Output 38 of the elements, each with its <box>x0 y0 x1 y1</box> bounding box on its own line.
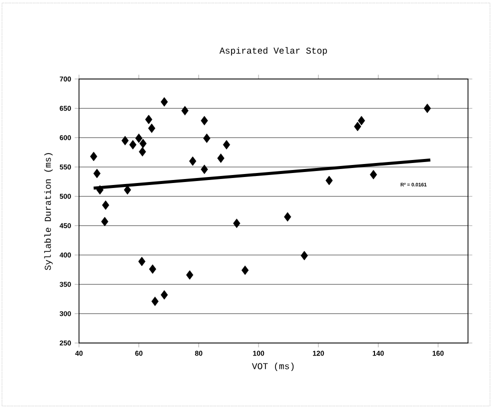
point <box>160 290 168 300</box>
point <box>90 152 98 162</box>
point <box>358 116 366 126</box>
point <box>102 200 110 210</box>
point <box>138 147 146 156</box>
point <box>370 170 378 180</box>
point <box>138 256 146 266</box>
chart-title: Aspirated Velar Stop <box>219 47 327 56</box>
point <box>189 156 196 166</box>
point <box>181 106 189 116</box>
point <box>96 185 104 195</box>
point <box>101 216 108 226</box>
point <box>129 140 136 150</box>
point <box>139 138 147 148</box>
point <box>284 212 292 222</box>
point <box>222 140 230 150</box>
point <box>93 168 101 178</box>
point <box>186 270 194 280</box>
point <box>145 114 152 124</box>
point <box>233 218 240 228</box>
x-axis-title: VOT (ms) <box>252 362 294 372</box>
point <box>203 134 210 143</box>
point <box>160 97 168 107</box>
point <box>354 122 362 132</box>
point <box>200 164 208 174</box>
point <box>424 104 431 114</box>
point <box>300 250 308 260</box>
point <box>135 134 142 143</box>
point <box>122 136 129 146</box>
point <box>149 264 156 274</box>
point <box>217 154 224 163</box>
point <box>124 185 132 195</box>
point <box>242 266 249 275</box>
point <box>326 176 333 186</box>
point <box>148 124 156 133</box>
point <box>151 296 159 306</box>
y-axis-title: Syllable Duration (ms) <box>44 153 53 270</box>
point <box>200 116 208 126</box>
